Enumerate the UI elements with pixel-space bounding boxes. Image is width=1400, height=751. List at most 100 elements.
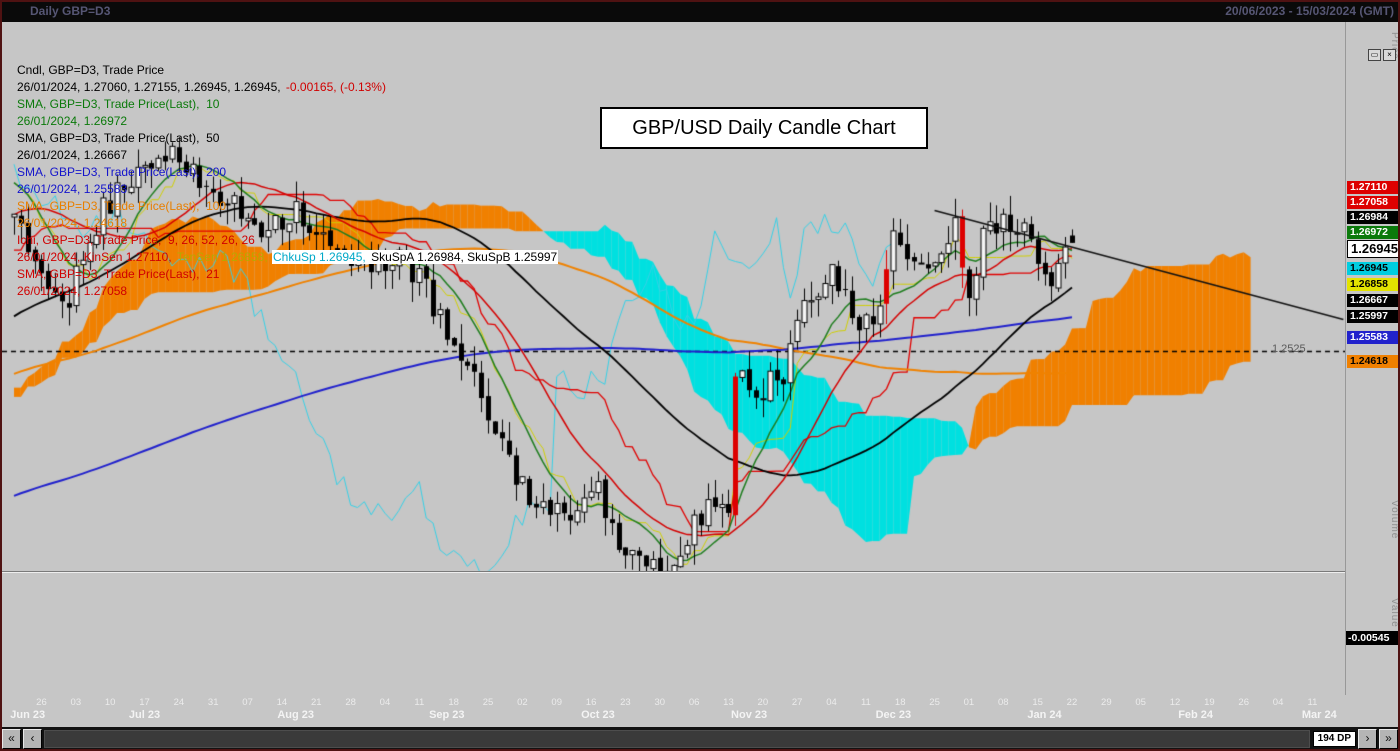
day-tick-label: 03 (70, 697, 82, 708)
month-label: Nov 23 (731, 709, 768, 721)
scrollbar-track[interactable] (44, 730, 1310, 748)
legend-segment: 26/01/2024, 1.27058 (17, 284, 128, 298)
month-label: Oct 23 (581, 709, 615, 721)
day-tick-label: 25 (482, 697, 494, 708)
panel-separator-highlight (0, 572, 1400, 573)
month-label: Jan 24 (1027, 709, 1062, 721)
day-tick-label: 30 (654, 697, 666, 708)
month-label: Sep 23 (429, 709, 465, 721)
legend-segment: -0.00165, (-0.13%) (285, 80, 386, 94)
day-tick-label: 11 (860, 697, 871, 708)
legend-segment: SMA, GBP=D3, Trade Price(Last), 10 (17, 97, 220, 111)
legend-segment: 26/01/2024, 1.26972 (17, 114, 128, 128)
day-tick-label: 04 (379, 697, 391, 708)
day-tick-label: 26 (1238, 697, 1250, 708)
legend-segment: ChkuSp 1.26945, (272, 250, 371, 264)
legend-segment: Cndl, GBP=D3, Trade Price (17, 63, 165, 77)
legend-segment: SMA, GBP=D3, Trade Price(Last), 100 (17, 199, 227, 213)
day-tick-label: 17 (139, 697, 150, 708)
day-tick-label: 22 (1066, 697, 1078, 708)
restore-panel-icon[interactable]: ▭ (1368, 49, 1381, 61)
axis-price-label: 1.25583 (1347, 331, 1399, 344)
day-tick-label: 04 (1272, 697, 1284, 708)
day-tick-label: 23 (620, 697, 631, 708)
scroll-next-icon[interactable]: › (1358, 729, 1377, 749)
axis-price-label: 1.24618 (1347, 355, 1399, 368)
day-tick-label: 11 (1307, 697, 1318, 708)
legend-line: 26/01/2024, 1.26972 (16, 113, 558, 130)
day-tick-label: 02 (517, 697, 528, 708)
day-tick-label: 12 (1169, 697, 1181, 708)
month-label: Mar 24 (1301, 709, 1337, 721)
legend-segment: Ichi, GBP=D3, Trade Price, 9, 26, 52, 26… (17, 233, 255, 247)
day-tick-label: 20 (757, 697, 769, 708)
time-axis[interactable]: 26 03 10 17 24 31 07 14 21 28 04 11 18 25 02 09 16 23 30 06… (0, 695, 1400, 727)
window-titlebar[interactable]: Daily GBP=D3 20/06/2023 - 15/03/2024 (GM… (0, 0, 1400, 22)
axis-price-label: 1.26858 (1347, 278, 1399, 291)
day-tick-label: 10 (104, 697, 116, 708)
axis-price-label: 1.26984 (1347, 211, 1399, 224)
day-tick-label: 27 (791, 697, 803, 708)
day-tick-label: 15 (1032, 697, 1043, 708)
day-tick-label: 01 (963, 697, 975, 708)
day-tick-label: 08 (997, 697, 1009, 708)
legend-segment: SMA, GBP=D3, Trade Price(Last), 200 (17, 165, 227, 179)
legend-line: SMA, GBP=D3, Trade Price(Last), 50 (16, 130, 558, 147)
panel-window-controls: ▭ × (1368, 49, 1396, 61)
price-chart-panel[interactable]: Cndl, GBP=D3, Trade Price 26/01/2024, 1.2… (0, 22, 1400, 592)
day-tick-label: 04 (826, 697, 837, 708)
day-tick-label: 18 (448, 697, 459, 708)
month-label: Jun 23 (10, 709, 46, 721)
momentum-panel[interactable]: Mom, GBP=D3, Trade Price(Last), 1426/01/… (0, 573, 1400, 695)
legend-line: 26/01/2024, 1.27058 (16, 283, 558, 300)
momentum-value-badge: -0.00545 (1346, 631, 1399, 645)
month-label: Dec 23 (875, 709, 912, 721)
scroll-prev-icon[interactable]: ‹ (23, 729, 42, 749)
day-tick-label: 14 (276, 697, 288, 708)
day-tick-label: 13 (723, 697, 734, 708)
day-tick-label: 24 (173, 697, 185, 708)
scrollbar-thumb[interactable] (44, 730, 1310, 748)
legend-segment: 26/01/2024, 1.24618 (17, 216, 128, 230)
month-label: Feb 24 (1178, 709, 1214, 721)
legend-segment: TenSen 1.26858, (176, 250, 271, 264)
axis-price-label: 1.27110 (1347, 181, 1399, 194)
legend-line: 26/01/2024, KinSen 1.27110, TenSen 1.268… (16, 249, 559, 266)
day-tick-label: 19 (1204, 697, 1215, 708)
day-tick-label: 28 (345, 697, 356, 708)
scroll-first-icon[interactable]: « (2, 729, 21, 749)
price-axis[interactable]: 1.27110 1.27058 1.26984 1.26972 1.26945 1.269… (1345, 22, 1400, 695)
legend-line: SMA, GBP=D3, Trade Price(Last), 200 (16, 164, 558, 181)
legend-line: 26/01/2024, 1.26667 (16, 147, 558, 164)
datapoints-badge: 194 DP (1312, 731, 1356, 747)
price-axis-title: Price (1389, 32, 1400, 60)
day-tick-label: 18 (894, 697, 906, 708)
close-panel-icon[interactable]: × (1383, 49, 1396, 61)
legend-line: 26/01/2024, 1.27060, 1.27155, 1.26945, 1… (16, 79, 558, 96)
day-tick-label: 29 (1101, 697, 1112, 708)
chart-scrollbar[interactable]: « ‹ 194 DP › » (0, 727, 1400, 751)
window-date-range: 20/06/2023 - 15/03/2024 (GMT) (1225, 4, 1394, 18)
month-label: Aug 23 (277, 709, 314, 721)
axis-price-label: 1.25997 (1347, 310, 1399, 323)
legend-line: SMA, GBP=D3, Trade Price(Last), 10 (16, 96, 558, 113)
legend-line: Cndl, GBP=D3, Trade Price (16, 62, 558, 79)
price-chart-legend: Cndl, GBP=D3, Trade Price 26/01/2024, 1.2… (16, 62, 559, 300)
chart-title-annotation[interactable]: GBP/USD Daily Candle Chart (600, 107, 928, 149)
legend-line: Ichi, GBP=D3, Trade Price, 9, 26, 52, 26… (16, 232, 558, 249)
value-axis-title: Value (1389, 598, 1400, 628)
day-tick-label: 11 (414, 697, 425, 708)
legend-segment: 26/01/2024, 1.27060, 1.27155, 1.26945, 1… (17, 80, 284, 94)
axis-price-label: 1.26667 (1347, 294, 1399, 307)
day-tick-label: 07 (242, 697, 253, 708)
legend-line: 26/01/2024, 1.24618 (16, 215, 558, 232)
legend-segment: 26/01/2024, 1.26667 (17, 148, 128, 162)
month-label: Jul 23 (128, 709, 161, 721)
legend-segment: SMA, GBP=D3, Trade Price(Last), 50 (17, 131, 220, 145)
scroll-last-icon[interactable]: » (1379, 729, 1398, 749)
day-tick-label: 16 (585, 697, 597, 708)
legend-segment: SMA, GBP=D3, Trade Price(Last), 21 (17, 267, 220, 281)
axis-price-label: 1.27058 (1347, 196, 1399, 209)
axis-price-label: 1.26945 (1347, 262, 1399, 275)
